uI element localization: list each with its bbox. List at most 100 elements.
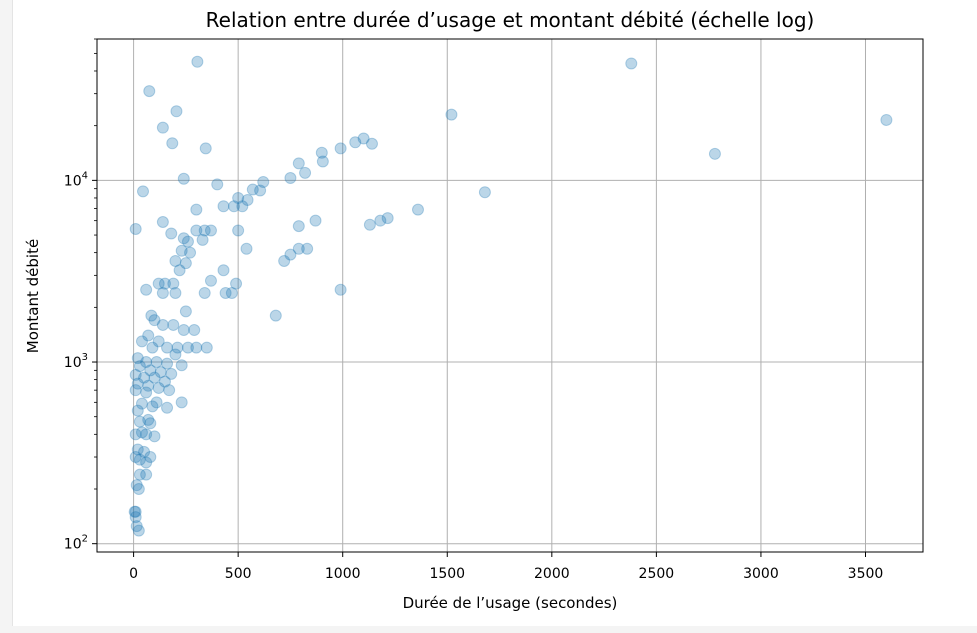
data-point (138, 371, 151, 384)
data-point (165, 367, 178, 380)
data-point (152, 381, 165, 394)
x-tick-label: 0 (129, 566, 138, 582)
y-tick-label: 103 (64, 352, 88, 371)
data-point (138, 445, 151, 458)
data-point (254, 184, 267, 197)
data-point (140, 283, 153, 296)
data-point (198, 286, 211, 299)
data-points (128, 55, 893, 537)
data-point (445, 108, 458, 121)
data-point (129, 451, 142, 464)
data-point (133, 468, 146, 481)
data-point (167, 277, 180, 290)
data-point (133, 415, 146, 428)
data-point (374, 214, 387, 227)
data-point (880, 113, 893, 126)
data-point (299, 166, 312, 179)
bottom-margin-strip (0, 626, 977, 633)
y-tick-exponent: 4 (82, 170, 88, 181)
y-axis-label: Montant débité (24, 239, 42, 353)
data-point (142, 413, 155, 426)
y-tick-label: 102 (64, 534, 88, 553)
data-point (411, 203, 424, 216)
data-point (219, 286, 232, 299)
data-point (301, 242, 314, 255)
data-point (158, 277, 171, 290)
y-tick-base: 10 (64, 537, 82, 553)
data-point (142, 329, 155, 342)
data-point (246, 183, 259, 196)
data-point (225, 286, 238, 299)
data-point (173, 264, 186, 277)
y-tick-base: 10 (64, 173, 82, 189)
data-point (131, 377, 144, 390)
data-point (177, 324, 190, 337)
data-point (190, 224, 203, 237)
data-point (227, 200, 240, 213)
x-tick-label: 3000 (743, 566, 779, 582)
data-point (143, 85, 156, 98)
data-point (188, 324, 201, 337)
x-tick-label: 2500 (639, 566, 675, 582)
data-point (161, 357, 174, 370)
data-point (135, 426, 148, 439)
data-point (165, 227, 178, 240)
data-point (334, 142, 347, 155)
data-point (179, 257, 192, 270)
data-point (284, 248, 297, 261)
data-point (145, 309, 158, 322)
data-point (181, 235, 194, 248)
data-point (171, 341, 184, 354)
data-point (169, 348, 182, 361)
data-point (257, 175, 270, 188)
data-point (156, 286, 169, 299)
data-point (363, 218, 376, 231)
data-point (381, 212, 394, 225)
data-point (140, 386, 153, 399)
data-point (217, 200, 230, 213)
data-point (200, 341, 213, 354)
chart-title: Relation entre durée d’usage et montant … (206, 8, 815, 32)
y-tick-label: 104 (64, 170, 88, 189)
data-point (204, 224, 217, 237)
x-tick-label: 500 (225, 566, 252, 582)
x-axis-ticks: 0 500 1000 1500 2000 2500 3000 3500 (129, 552, 883, 582)
data-point (133, 453, 146, 466)
data-point (146, 341, 159, 354)
data-point (148, 430, 161, 443)
data-point (140, 468, 153, 481)
data-point (129, 511, 142, 524)
data-point (140, 456, 153, 469)
data-point (211, 178, 224, 191)
y-tick-exponent: 2 (82, 534, 88, 545)
data-point (196, 233, 209, 246)
data-point (140, 428, 153, 441)
x-tick-label: 1500 (429, 566, 465, 582)
plot-area-frame (96, 38, 924, 553)
data-point (175, 359, 188, 372)
x-tick-label: 3500 (848, 566, 884, 582)
data-point (292, 242, 305, 255)
data-point (156, 215, 169, 228)
data-point (135, 335, 148, 348)
grid-lines (97, 39, 923, 552)
data-point (190, 203, 203, 216)
data-point (365, 137, 378, 150)
data-point (357, 132, 370, 145)
data-point (129, 368, 142, 381)
data-point (150, 396, 163, 409)
data-point (156, 121, 169, 134)
data-point (478, 186, 491, 199)
data-point (129, 222, 142, 235)
data-point (177, 172, 190, 185)
data-point (130, 479, 143, 492)
data-point (148, 371, 161, 384)
data-point (184, 246, 197, 259)
data-point (241, 193, 254, 206)
data-point (230, 277, 243, 290)
data-point (140, 356, 153, 369)
data-point (144, 417, 157, 430)
x-tick-label: 2000 (534, 566, 570, 582)
x-axis-label: Durée de l’usage (secondes) (403, 594, 618, 612)
data-point (198, 224, 211, 237)
